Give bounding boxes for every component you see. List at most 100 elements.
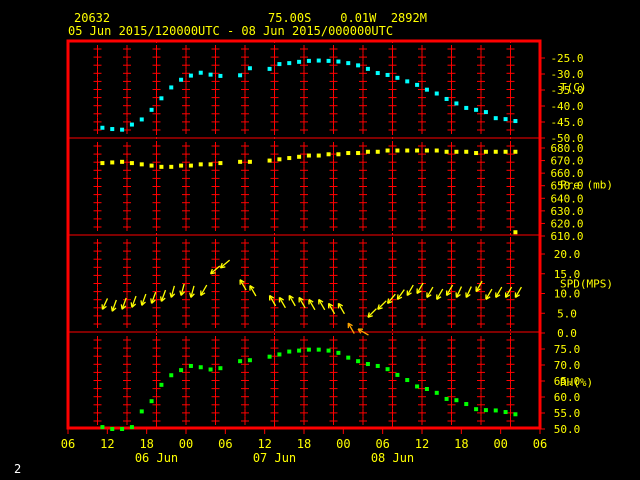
y-tick-label: 15.0 — [554, 268, 581, 281]
temperature-point — [149, 107, 154, 112]
humidity-point — [464, 402, 469, 407]
wind-arrow-head — [110, 306, 113, 312]
y-tick-label: 620.0 — [550, 217, 583, 230]
temperature-point — [395, 75, 400, 80]
station-location: 75.00S 0.01W 2892M — [268, 11, 427, 25]
wind-arrow-head — [120, 304, 123, 310]
temperature-point — [100, 125, 105, 130]
wind-arrow — [179, 283, 186, 296]
humidity-point — [208, 367, 213, 372]
y-tick-label: 75.0 — [554, 343, 581, 356]
wind-arrow — [120, 297, 127, 310]
x-tick-label: 12 — [415, 437, 429, 451]
temperature-point — [405, 79, 410, 84]
pressure-point — [208, 162, 213, 167]
x-tick-label: 12 — [257, 437, 271, 451]
humidity-point — [169, 373, 174, 378]
wind-arrow-shaft — [514, 286, 522, 298]
wind-arrow-head — [160, 296, 163, 302]
temperature-point — [188, 73, 193, 78]
wind-arrow-shaft — [387, 293, 396, 304]
wind-arrow-head — [121, 305, 127, 310]
pressure-point — [179, 163, 184, 168]
wind-arrow-head — [495, 294, 501, 299]
x-date-label: 08 Jun — [371, 451, 414, 465]
y-tick-label: 65.0 — [554, 375, 581, 388]
wind-arrow — [436, 288, 444, 300]
pressure-point — [100, 161, 105, 166]
wind-arrow-head — [190, 293, 195, 298]
temperature-point — [444, 96, 449, 101]
temperature-point — [493, 116, 498, 121]
x-tick-label: 00 — [179, 437, 193, 451]
pressure-point — [405, 148, 410, 153]
wind-arrow-head — [397, 296, 403, 301]
wind-arrow-head — [189, 292, 192, 298]
y-axis-label: RH(%) — [560, 376, 593, 389]
humidity-point — [238, 359, 243, 364]
wind-arrow-head — [426, 294, 432, 299]
temperature-point — [297, 59, 302, 64]
pressure-point — [365, 149, 370, 154]
wind-arrow — [406, 284, 414, 297]
wind-arrow-head — [269, 294, 275, 299]
pressure-point — [336, 152, 341, 157]
wind-arrow-shaft — [436, 288, 444, 300]
pressure-point — [316, 153, 321, 158]
y-axis-label: T(C) — [560, 81, 587, 94]
wind-arrow-head — [130, 302, 133, 308]
y-tick-label: -35.0 — [550, 84, 583, 97]
pressure-point — [139, 162, 144, 167]
y-tick-label: 650.0 — [550, 180, 583, 193]
humidity-point — [287, 349, 292, 354]
y-tick-label: 680.0 — [550, 142, 583, 155]
temperature-point — [238, 73, 243, 78]
pressure-point — [129, 161, 134, 166]
wind-arrow — [318, 298, 326, 311]
pressure-point — [503, 149, 508, 154]
temperature-point — [198, 70, 203, 75]
wind-arrow-head — [357, 328, 362, 334]
wind-arrow-shaft — [190, 285, 195, 298]
temperature-point — [474, 107, 479, 112]
temperature-point — [169, 85, 174, 90]
wind-arrow-head — [170, 293, 176, 298]
wind-arrow-shaft — [308, 299, 316, 311]
wind-arrow-head — [338, 302, 344, 307]
y-tick-label: -50.0 — [550, 132, 583, 145]
wind-arrow-head — [209, 268, 214, 274]
wind-arrow — [416, 282, 424, 295]
y-tick-label: 10.0 — [554, 288, 581, 301]
wind-arrow — [514, 286, 522, 299]
humidity-point — [120, 427, 125, 431]
pressure-point — [120, 159, 125, 164]
wind-arrow-shaft — [160, 289, 167, 302]
pressure-point — [287, 156, 292, 161]
wind-arrow — [475, 280, 483, 293]
wind-arrow-head — [505, 294, 511, 299]
pressure-point — [513, 230, 518, 235]
pressure-point — [444, 149, 449, 154]
wind-arrow-head — [387, 300, 393, 304]
wind-arrow-head — [102, 305, 107, 310]
wind-arrow-head — [131, 303, 137, 308]
wind-arrow-head — [367, 312, 370, 318]
humidity-point — [356, 359, 361, 364]
wind-arrow-shaft — [170, 285, 175, 298]
wind-arrow-shaft — [111, 299, 117, 312]
wind-arrow-head — [436, 296, 442, 300]
wind-arrow-head — [328, 302, 334, 307]
temperature-point — [464, 105, 469, 110]
x-tick-label: 00 — [493, 437, 507, 451]
wind-arrow — [445, 284, 454, 297]
humidity-point — [513, 412, 518, 417]
pressure-point — [149, 163, 154, 168]
humidity-point — [434, 390, 439, 395]
pressure-point — [326, 152, 331, 157]
wind-arrow-shaft — [239, 279, 247, 291]
humidity-point — [493, 408, 498, 413]
x-tick-label: 12 — [100, 437, 114, 451]
y-tick-label: 70.0 — [554, 359, 581, 372]
